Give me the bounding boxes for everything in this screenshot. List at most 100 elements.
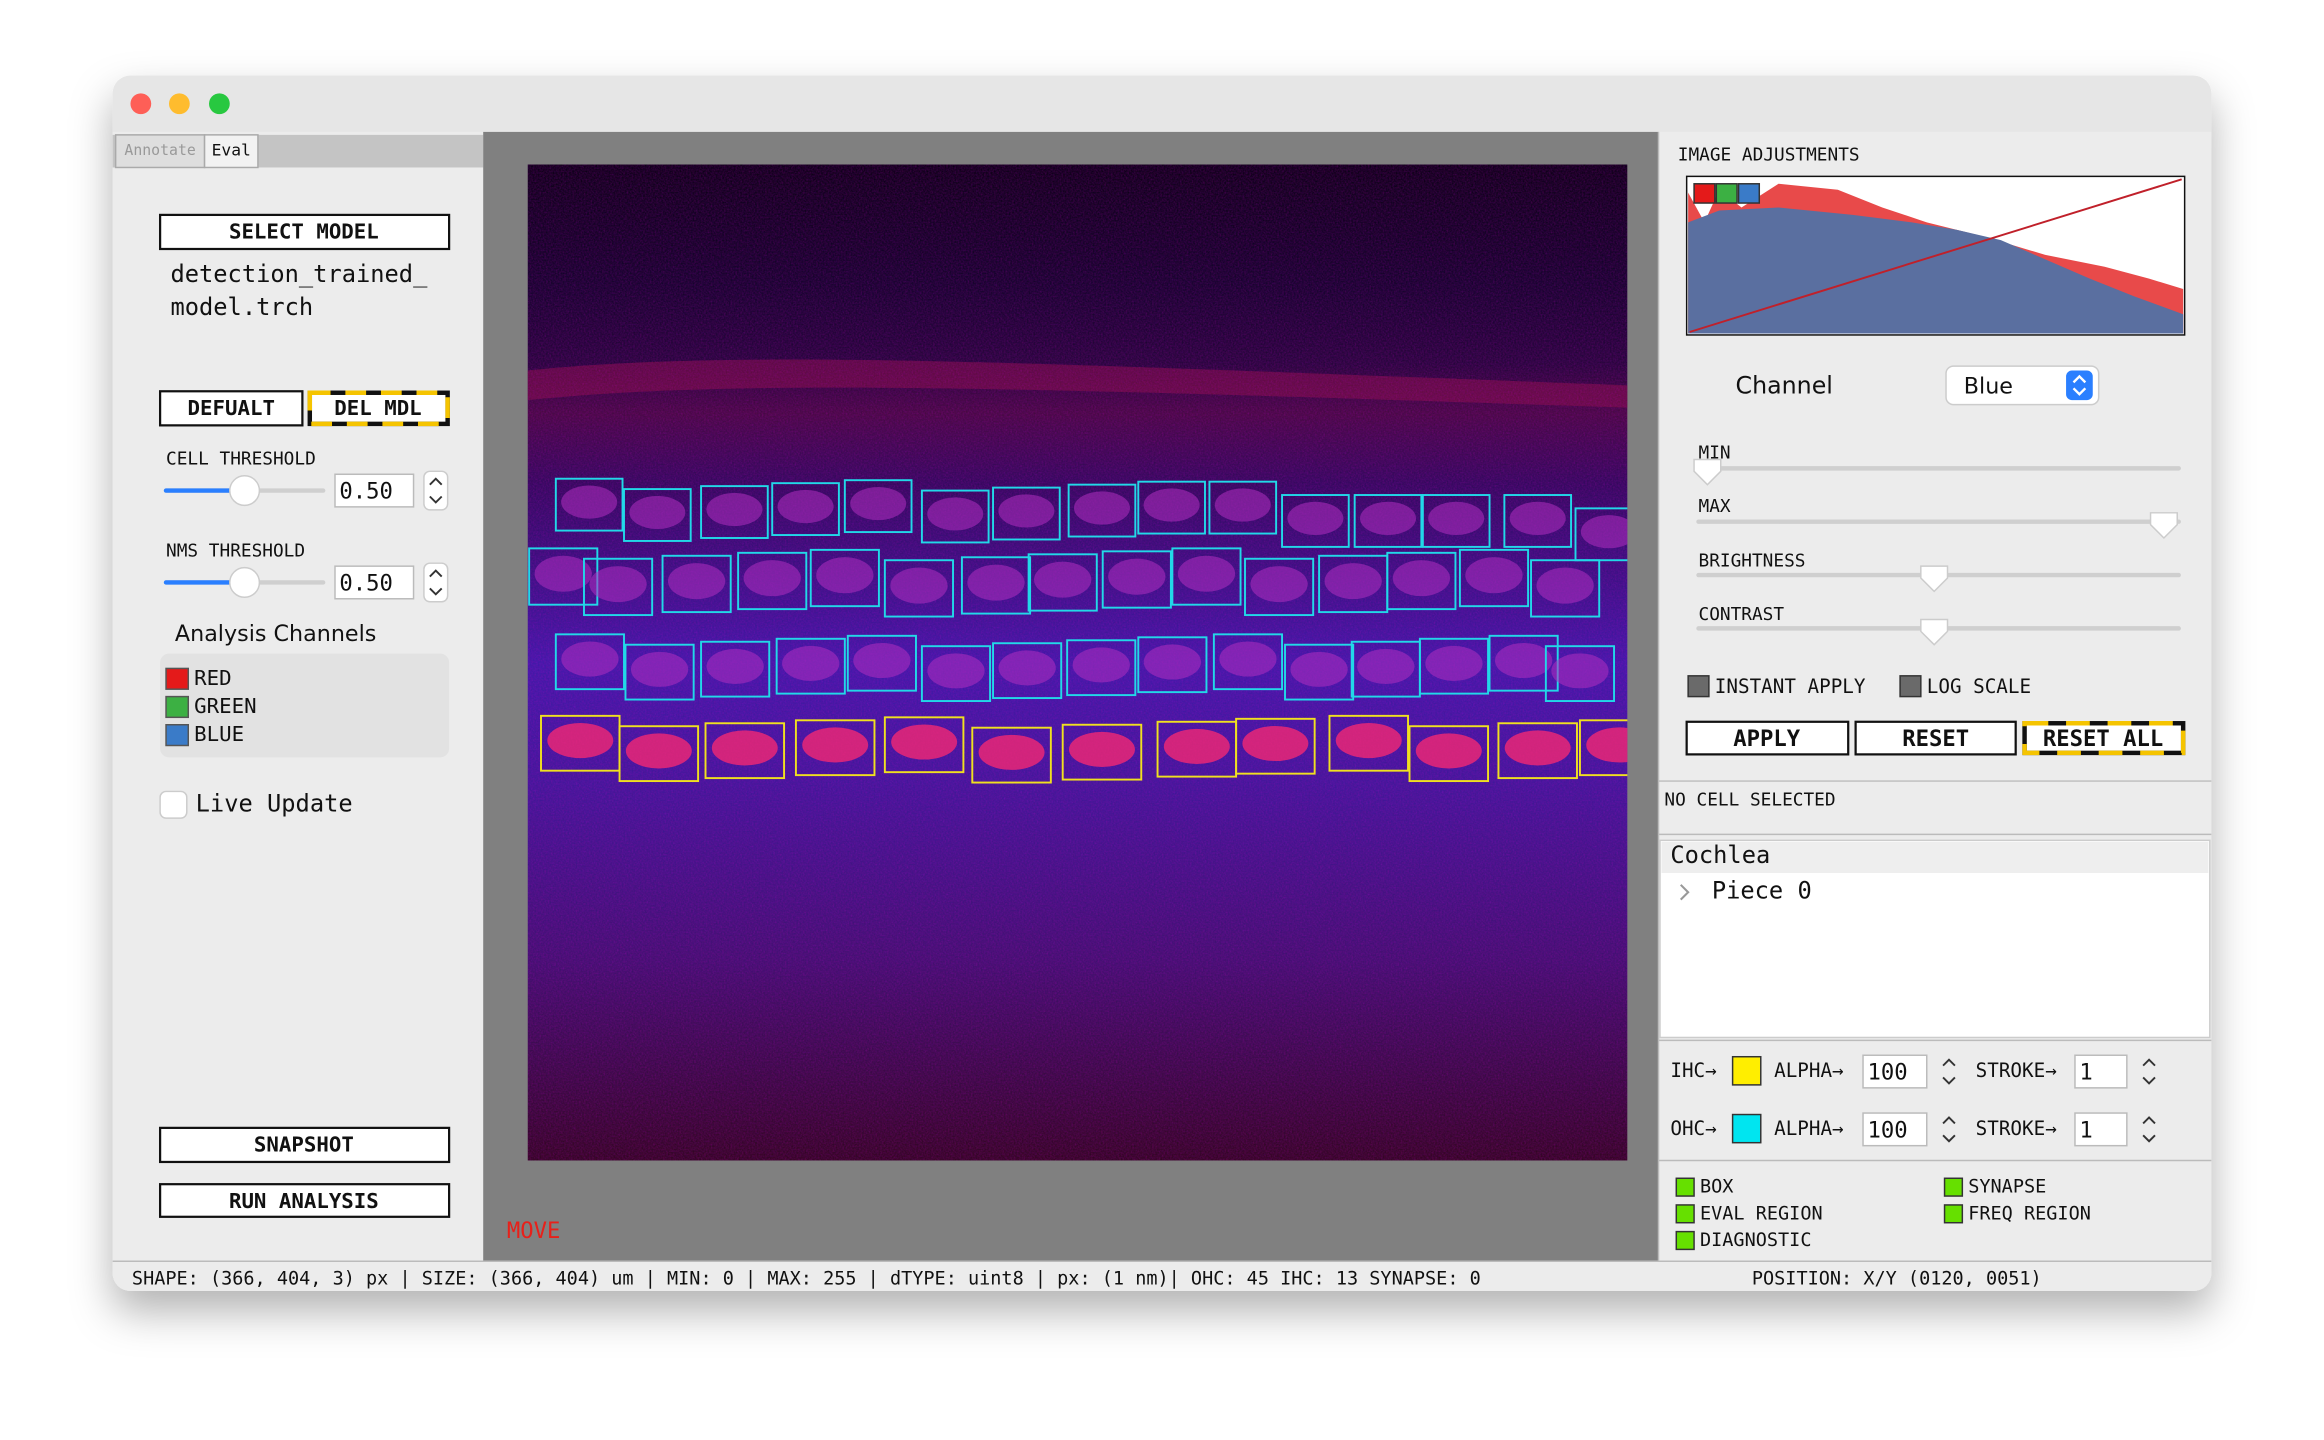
- reset-button[interactable]: [1854, 720, 2017, 756]
- slider-knob[interactable]: [229, 475, 261, 507]
- minimize-button[interactable]: [168, 93, 190, 115]
- detection-box[interactable]: [1067, 483, 1137, 538]
- button-label[interactable]: DEFUALT: [188, 396, 275, 420]
- detection-box[interactable]: [920, 489, 990, 544]
- slider-knob[interactable]: [229, 566, 261, 599]
- detection-box[interactable]: [1281, 494, 1350, 548]
- checkbox[interactable]: [1899, 675, 1922, 698]
- toggle-label[interactable]: DIAGNOSTIC: [1700, 1230, 1811, 1251]
- toggle-checkbox[interactable]: [1675, 1230, 1695, 1251]
- detection-box[interactable]: [1578, 719, 1659, 777]
- close-button[interactable]: [130, 93, 152, 115]
- spin-arrow-icon[interactable]: [1942, 1116, 1956, 1143]
- slider-knob[interactable]: [1920, 618, 1949, 646]
- detection-box[interactable]: [1418, 637, 1490, 695]
- alpha-value[interactable]: 100: [1867, 1117, 1907, 1143]
- tab-active[interactable]: [203, 134, 259, 169]
- toggle-label[interactable]: BOX: [1700, 1177, 1733, 1198]
- detection-box[interactable]: [1353, 494, 1423, 548]
- detection-box[interactable]: [700, 640, 771, 698]
- detection-box[interactable]: [960, 556, 1032, 615]
- apply-button[interactable]: [1685, 720, 1850, 756]
- spinbox-value[interactable]: 0.50: [339, 479, 393, 505]
- detection-box[interactable]: [809, 548, 880, 608]
- detection-box[interactable]: [1235, 717, 1316, 775]
- tree-root[interactable]: Cochlea: [1670, 841, 1770, 869]
- toggle-checkbox[interactable]: [1675, 1204, 1695, 1224]
- detection-box[interactable]: [1066, 639, 1137, 697]
- detection-box[interactable]: [623, 488, 692, 542]
- detection-box[interactable]: [843, 479, 913, 534]
- zoom-button[interactable]: [209, 93, 230, 115]
- detection-box[interactable]: [992, 486, 1061, 541]
- detection-box[interactable]: [1212, 633, 1284, 691]
- dropdown-arrow[interactable]: [2066, 370, 2093, 401]
- detection-box[interactable]: [1208, 480, 1278, 535]
- select-model-button[interactable]: [158, 213, 451, 251]
- button-label[interactable]: RESET ALL: [2043, 726, 2163, 752]
- detection-box[interactable]: [1497, 722, 1578, 780]
- spinbox[interactable]: [334, 565, 415, 600]
- detection-box[interactable]: [775, 637, 846, 695]
- button-label[interactable]: SELECT MODEL: [229, 220, 379, 244]
- spinbox[interactable]: [334, 473, 415, 508]
- button-label[interactable]: DEL MDL: [334, 396, 421, 420]
- button-label[interactable]: RESET: [1902, 726, 1969, 752]
- toggle-checkbox[interactable]: [1943, 1177, 1964, 1197]
- detection-box[interactable]: [794, 719, 876, 777]
- spin-arrow-icon[interactable]: [2142, 1058, 2156, 1085]
- checkbox[interactable]: [159, 790, 188, 819]
- checkbox-label[interactable]: Live Update: [196, 789, 353, 817]
- dropdown-value[interactable]: Blue: [1964, 373, 2013, 399]
- color-swatch[interactable]: [1731, 1113, 1762, 1144]
- button-label[interactable]: APPLY: [1733, 726, 1801, 752]
- channel-name[interactable]: GREEN: [194, 694, 256, 718]
- toggle-checkbox[interactable]: [1675, 1177, 1695, 1197]
- detection-box[interactable]: [1101, 550, 1172, 609]
- detection-box[interactable]: [1408, 725, 1490, 783]
- detection-box[interactable]: [992, 642, 1063, 700]
- slider-knob[interactable]: [2149, 512, 2178, 540]
- detection-box[interactable]: [1421, 494, 1491, 548]
- alpha-value[interactable]: 100: [1867, 1060, 1907, 1086]
- detection-box[interactable]: [883, 559, 954, 618]
- expand-icon[interactable]: [1679, 884, 1690, 901]
- image-view[interactable]: [527, 164, 1659, 1161]
- reset-all-button[interactable]: [2022, 721, 2186, 756]
- checkbox-label[interactable]: INSTANT APPLY: [1715, 675, 1866, 698]
- spin-arrows[interactable]: [423, 562, 449, 603]
- run-analysis-button[interactable]: [158, 1183, 451, 1218]
- detection-box[interactable]: [700, 485, 769, 539]
- tree-item[interactable]: Piece 0: [1712, 877, 1812, 905]
- detection-box[interactable]: [920, 645, 992, 702]
- detection-box[interactable]: [1284, 643, 1355, 701]
- stroke-value[interactable]: 1: [2079, 1117, 2092, 1143]
- detection-box[interactable]: [1171, 547, 1242, 606]
- detection-box[interactable]: [1530, 559, 1601, 618]
- detection-box[interactable]: [624, 643, 695, 701]
- spin-arrow-icon[interactable]: [2142, 1116, 2156, 1143]
- detection-box[interactable]: [971, 726, 1052, 784]
- default-button[interactable]: [158, 390, 304, 427]
- detection-box[interactable]: [1061, 723, 1143, 781]
- checkbox[interactable]: [1687, 675, 1710, 698]
- detection-box[interactable]: [583, 557, 654, 617]
- channel-name[interactable]: RED: [194, 666, 231, 690]
- detection-box[interactable]: [1458, 548, 1530, 608]
- detection-box[interactable]: [1386, 551, 1457, 611]
- toggle-label[interactable]: EVAL REGION: [1700, 1203, 1823, 1224]
- detection-box[interactable]: [1137, 480, 1206, 535]
- stroke-input[interactable]: [2074, 1054, 2128, 1089]
- detection-box[interactable]: [618, 725, 700, 783]
- detection-box[interactable]: [883, 716, 965, 774]
- spin-arrow-icon[interactable]: [1942, 1058, 1956, 1085]
- detection-box[interactable]: [1137, 636, 1208, 694]
- detection-box[interactable]: [1503, 494, 1573, 548]
- checkbox-label[interactable]: LOG SCALE: [1927, 675, 2031, 698]
- channel-name[interactable]: BLUE: [194, 722, 244, 746]
- detection-box[interactable]: [1574, 507, 1643, 562]
- detection-box[interactable]: [1328, 714, 1409, 772]
- detection-box[interactable]: [771, 482, 840, 536]
- button-label[interactable]: RUN ANALYSIS: [229, 1189, 379, 1213]
- detection-box[interactable]: [704, 722, 786, 780]
